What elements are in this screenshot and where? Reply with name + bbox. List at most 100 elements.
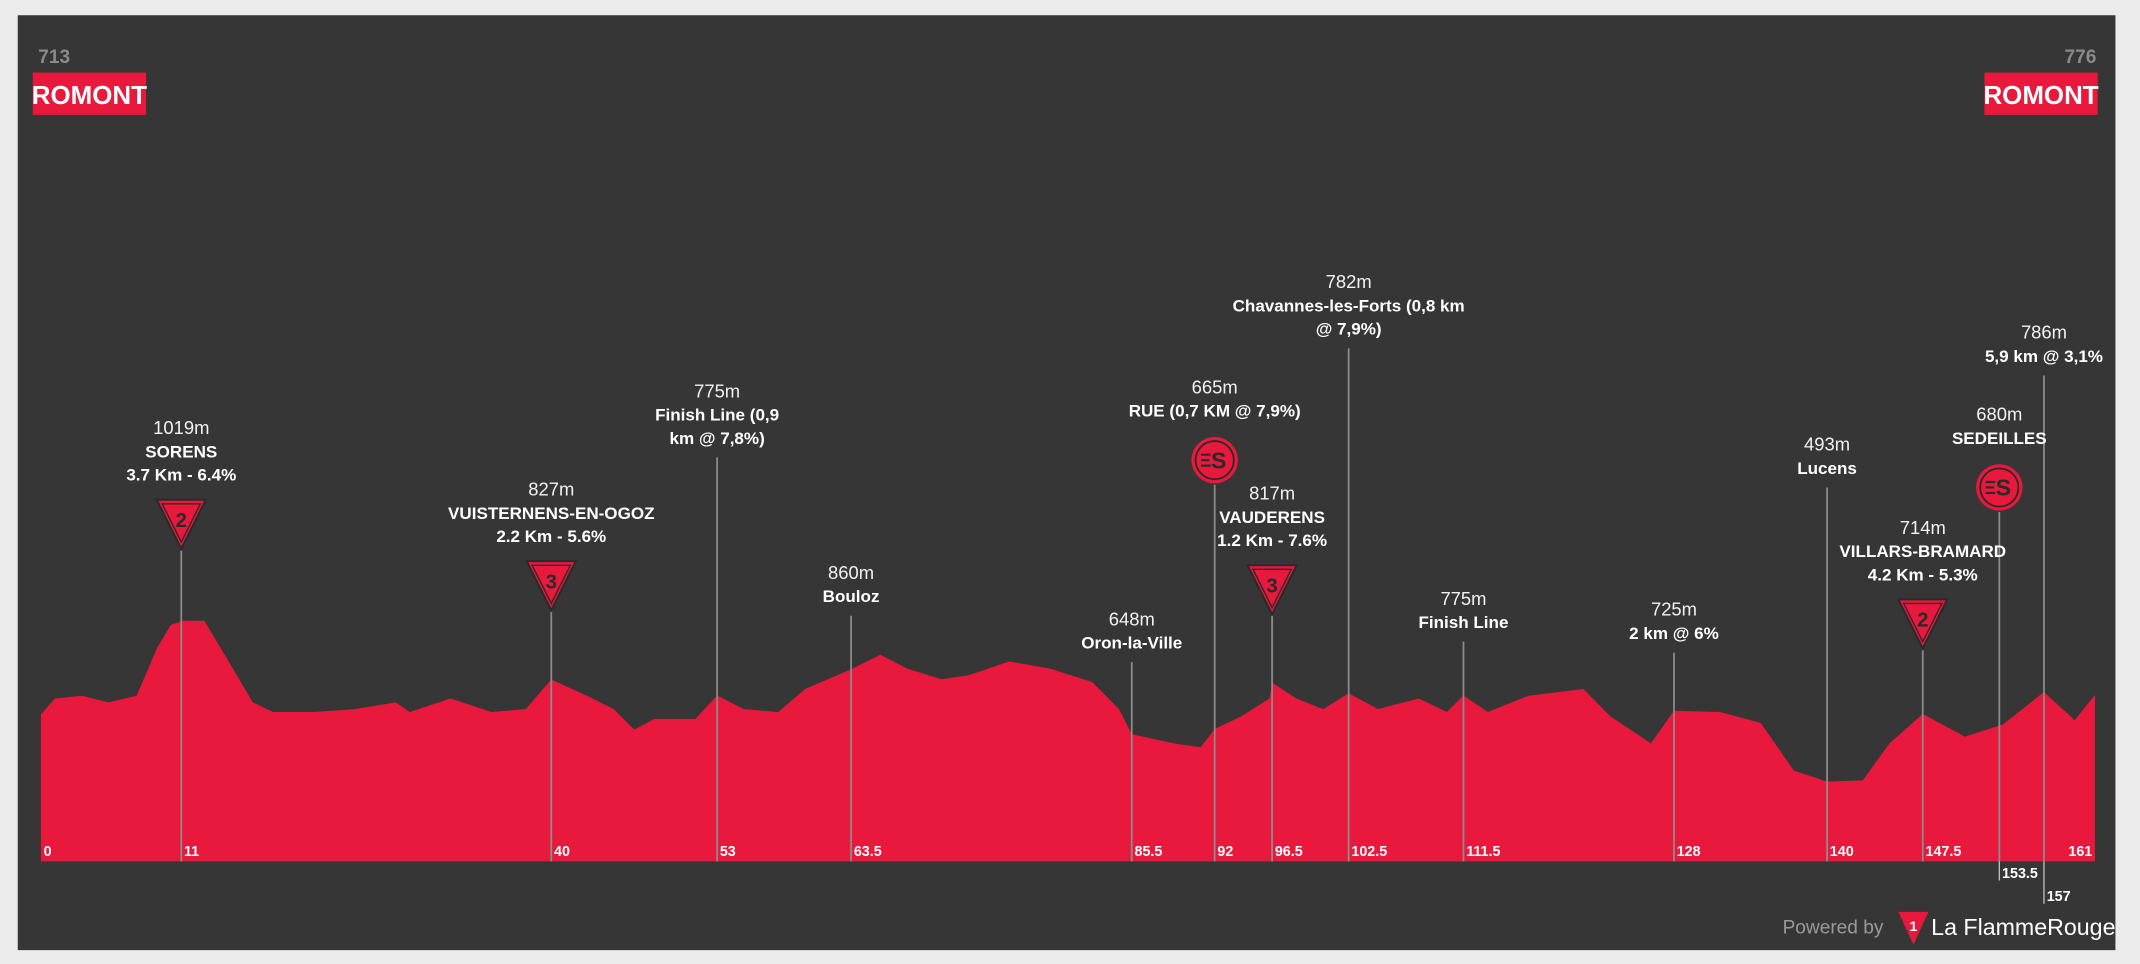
kom-category-icon [155,498,208,552]
profile-marker: 648m Oron-la-Ville [1081,608,1182,652]
kom-inner-outline [1902,602,1943,644]
kom-inner-outline [1251,568,1293,610]
brand-name: La FlammeRouge [1931,914,2115,940]
km-axis: 0 11 40 53 63.5 85.5 92 96.5 102.5 111.5 128 140 147… [44,844,2093,905]
start-city-box [32,72,147,115]
sprint-icon [1191,436,1238,484]
marker-name: Chavannes-les-Forts (0,8 km [1233,296,1465,315]
powered-by-text: Powered by [1783,918,1884,939]
sprint-speed-lines [1201,453,1211,467]
marker-name: 5,9 km @ 3,1% [1985,347,2103,366]
marker-name: Finish Line [1418,613,1508,632]
km-tick-label: 111.5 [1466,844,1500,860]
flamme-rouge-logo-icon [1898,911,1929,945]
marker-elevation: 680m [1976,404,2022,425]
kom-inner-outline [161,503,202,544]
km-tick-label: 161 [2068,844,2092,860]
sprint-letter: S [1211,447,1226,473]
profile-marker: 817m VAUDERENS 1.2 Km - 7.6% 3 [1217,483,1327,617]
profile-marker: 725m 2 km @ 6% [1629,599,1719,643]
marker-elevation: 817m [1249,483,1295,504]
finish-city: ROMONT [1983,82,2098,110]
marker-name: VUISTERNENS-EN-OGOZ [448,504,654,523]
kom-category-icon [1896,598,1949,651]
profile-marker: 786m 5,9 km @ 3,1% [1985,322,2103,366]
marker-elevation: 827m [528,479,574,500]
kom-category-icon [1245,564,1299,617]
marker-elevation: 493m [1804,434,1850,455]
profile-marker: 775m Finish Line [1418,588,1508,632]
sprint-icon-ring [1194,440,1235,481]
marker-elevation: 775m [694,380,740,401]
km-tick-label-below: 153.5 [2002,866,2038,882]
km-tick-label-below: 157 [2047,889,2071,905]
marker-name: Lucens [1797,459,1857,478]
finish-label: 776 ROMONT [1983,47,2099,115]
marker-name: 2.2 Km - 5.6% [496,527,606,546]
kom-category-number: 2 [1917,609,1928,632]
profile-marker: 860m Bouloz [823,562,880,606]
km-tick-label: 85.5 [1134,844,1162,860]
marker-lines [180,348,2045,862]
marker-elevation: 665m [1192,376,1238,397]
profile-marker: 493m Lucens [1797,434,1857,478]
marker-name: 1.2 Km - 7.6% [1217,531,1327,550]
kom-category-icon [525,560,578,613]
start-altitude: 713 [38,47,70,68]
kom-inner-outline [531,564,572,605]
profile-marker: 827m VUISTERNENS-EN-OGOZ 2.2 Km - 5.6% 3 [448,479,655,613]
marker-name: 3.7 Km - 6.4% [126,466,236,485]
marker-elevation: 714m [1900,517,1946,538]
marker-elevation: 860m [828,562,874,583]
marker-name: @ 7,9%) [1316,320,1382,339]
kom-category-number: 3 [1266,575,1277,598]
profile-marker: 782m Chavannes-les-Forts (0,8 km @ 7,9%) [1233,271,1465,338]
km-tick-label: 11 [184,844,199,860]
marker-name: Bouloz [823,587,880,606]
profile-marker: 665m RUE (0,7 KM @ 7,9%) S [1129,376,1301,484]
marker-elevation: 782m [1326,271,1372,292]
km-tick-label: 128 [1677,844,1701,860]
finish-city-box [1984,72,2098,115]
marker-name: VAUDERENS [1219,508,1325,527]
marker-name: 2 km @ 6% [1629,624,1719,643]
marker-name: RUE (0,7 KM @ 7,9%) [1129,401,1301,420]
marker-name: Finish Line (0,9 [655,406,779,425]
marker-name: SORENS [145,442,217,461]
start-city: ROMONT [32,82,147,110]
profile-markers: 1019m SORENS 3.7 Km - 6.4% 2 827m VUISTERNENS… [126,271,2103,652]
marker-elevation: 775m [1440,588,1486,609]
powered-by: Powered by 1 La FlammeRouge [1783,911,2115,945]
profile-marker: 714m VILLARS-BRAMARD 4.2 Km - 5.3% 2 [1839,517,2006,651]
marker-elevation: 725m [1651,599,1697,620]
finish-altitude: 776 [2064,47,2096,68]
profile-marker: 680m SEDEILLES S [1952,404,2047,511]
kom-category-number: 2 [176,509,187,532]
start-label: 713 ROMONT [32,47,147,115]
marker-name: SEDEILLES [1952,429,2047,448]
km-tick-label: 63.5 [854,844,882,860]
kom-category-number: 3 [546,570,557,593]
sprint-speed-lines [1985,480,1996,495]
marker-name: km @ 7,8%) [669,429,764,448]
sprint-icon [1976,464,2023,511]
profile-marker: 775m Finish Line (0,9 km @ 7,8%) [655,380,779,447]
sprint-letter: S [1996,475,2011,501]
marker-name: 4.2 Km - 5.3% [1868,565,1978,584]
marker-elevation: 648m [1109,608,1155,629]
km-tick-label: 53 [720,844,736,860]
marker-elevation: 1019m [153,417,209,438]
km-tick-label: 0 [44,844,52,860]
elevation-profile-area [40,620,2096,862]
km-tick-label: 40 [554,844,570,860]
marker-name: VILLARS-BRAMARD [1839,542,2006,561]
profile-marker: 1019m SORENS 3.7 Km - 6.4% 2 [126,417,236,552]
km-tick-label: 92 [1217,844,1233,860]
km-tick-label: 147.5 [1925,844,1961,860]
marker-name: Oron-la-Ville [1081,634,1182,653]
marker-elevation: 786m [2021,322,2067,343]
logo-number: 1 [1910,919,1918,934]
sprint-icon-ring [1979,467,2020,508]
km-tick-label: 96.5 [1275,844,1303,860]
